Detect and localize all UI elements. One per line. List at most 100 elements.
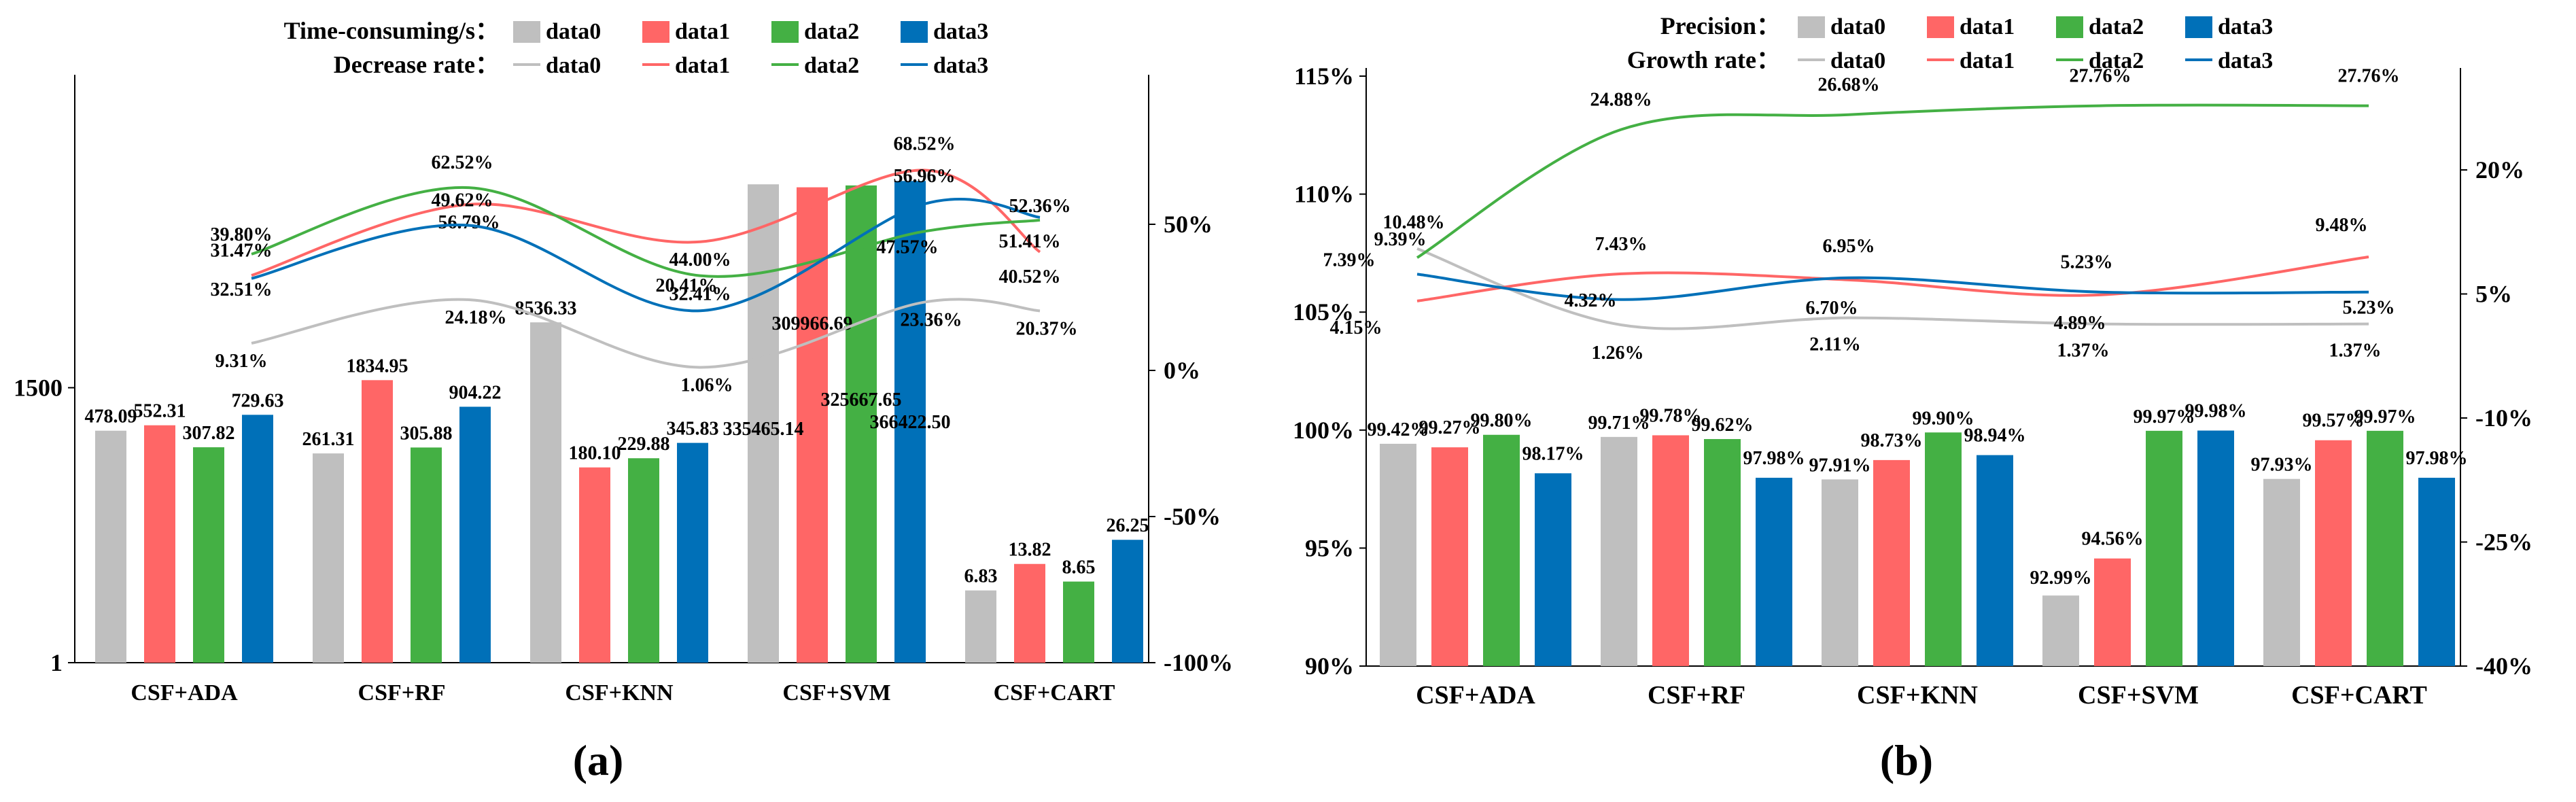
line-label-data0: 1.26%: [1592, 343, 1644, 364]
left-tick-label: 95%: [1305, 534, 1354, 561]
bar-data1-1: [362, 380, 393, 663]
panel-label: (b): [1880, 736, 1933, 784]
line-label-data3: 5.23%: [2343, 298, 2395, 319]
bar-label-data2: 99.97%: [2354, 406, 2416, 428]
bar-label-data3: 97.98%: [1743, 448, 1805, 469]
bar-data2-4: [2367, 430, 2403, 666]
bar-label-data2: 229.88: [618, 434, 670, 455]
line-data1: [1416, 256, 2369, 302]
legend-label-data3: data3: [2218, 14, 2273, 39]
bar-data3-0: [242, 415, 273, 663]
bar-data0-1: [1601, 436, 1637, 666]
line-label-data3: 31.47%: [211, 241, 273, 262]
bar-data3-1: [1756, 477, 1792, 666]
bar-data3-1: [459, 406, 491, 663]
line-label-data0: 10.48%: [1383, 212, 1445, 233]
bar-data1-4: [1014, 563, 1045, 663]
line-label-data0: 1.37%: [2057, 341, 2110, 362]
line-label-data3: 56.96%: [894, 166, 956, 187]
bar-data2-2: [628, 458, 659, 663]
bar-data3-2: [1977, 455, 2013, 666]
legend-label-data0: data0: [1830, 14, 1885, 39]
bar-label-data0: 97.91%: [1809, 455, 1871, 476]
bar-data0-1: [313, 453, 344, 663]
legend-line-label-data1: data1: [675, 53, 730, 78]
right-tick-label: 5%: [2475, 281, 2512, 308]
left-tick-label: 110%: [1294, 181, 1354, 208]
category-label: CSF+KNN: [565, 680, 674, 705]
bar-data0-3: [748, 184, 779, 663]
bar-data0-3: [2042, 595, 2079, 666]
right-tick-label: -10%: [2475, 404, 2533, 432]
legend-line-label-data2: data2: [2089, 48, 2144, 73]
legend-label-data3: data3: [933, 19, 988, 44]
line-data1: [251, 169, 1041, 277]
bar-data0-0: [95, 430, 126, 663]
line-label-data2: 39.80%: [211, 224, 273, 245]
bar-data1-2: [1873, 459, 1910, 666]
line-label-data0: 23.36%: [901, 310, 962, 331]
bar-data0-2: [530, 322, 561, 663]
line-label-data2: 47.57%: [877, 237, 939, 258]
category-label: CSF+ADA: [1416, 681, 1535, 710]
line-label-data2: 9.39%: [1374, 229, 1427, 250]
bar-data0-0: [1380, 443, 1416, 666]
category-label: CSF+RF: [358, 680, 446, 705]
bar-label-data1: 99.78%: [1640, 405, 1702, 426]
legend-label-data2: data2: [2089, 14, 2144, 39]
bar-data3-2: [677, 442, 708, 663]
bar-data1-1: [1652, 435, 1689, 666]
bar-label-data0: 335465.14: [723, 419, 804, 440]
bar-label-data2: 307.82: [183, 423, 235, 444]
left-tick-label: 1500: [14, 374, 63, 401]
line-data2: [1416, 103, 2369, 259]
bar-label-data2: 8.65: [1062, 557, 1096, 578]
bar-legend-title: Time-consuming/s：: [284, 17, 500, 44]
bar-data0-4: [2263, 478, 2300, 666]
line-label-data1: 40.52%: [999, 266, 1061, 287]
line-label-data1: 4.89%: [2054, 313, 2106, 334]
line-label-data1: 44.00%: [669, 249, 731, 271]
line-label-data1: 4.15%: [1330, 317, 1382, 338]
bar-data2-0: [1483, 434, 1520, 666]
bar-label-data1: 1834.95: [347, 355, 408, 377]
chart-a: 1 1500 -100% -50% 0% 50% CSF+ADA CSF+RF CSF+KNN C…: [14, 17, 1233, 784]
bar-data3-0: [1535, 473, 1571, 666]
line-label-data0: 24.18%: [445, 307, 507, 328]
legend-swatch-data3: [901, 21, 928, 43]
bar-label-data1: 99.27%: [1419, 417, 1481, 438]
legend-swatch-data0: [1798, 16, 1825, 38]
bar-data2-3: [2146, 430, 2182, 666]
bar-label-data1: 13.82: [1009, 540, 1051, 561]
legend-label-data0: data0: [546, 19, 601, 44]
line-label-data1: 6.70%: [1806, 298, 1858, 319]
panel-label: (a): [573, 736, 624, 784]
category-label: CSF+KNN: [1857, 681, 1978, 710]
right-tick-label: -40%: [2475, 652, 2533, 680]
legend-label-data1: data1: [675, 19, 730, 44]
bar-data2-1: [411, 447, 442, 663]
bar-label-data3: 904.22: [449, 382, 502, 403]
line-label-data3: 5.23%: [2061, 252, 2113, 273]
bar-data0-2: [1822, 479, 1858, 666]
legend-swatch-data1: [642, 21, 669, 43]
line-label-data2: 27.76%: [2338, 66, 2400, 87]
category-label: CSF+SVM: [782, 680, 890, 705]
bar-label-data0: 6.83: [964, 566, 998, 587]
bar-data1-3: [2094, 558, 2131, 666]
bar-data1-2: [579, 467, 610, 663]
legend-line-label-data1: data1: [1960, 48, 2015, 73]
line-label-data2: 27.76%: [2070, 66, 2131, 87]
bar-data3-3: [2197, 430, 2234, 666]
line-data2: [251, 186, 1041, 278]
legend-swatch-data0: [513, 21, 540, 43]
bar-data2-0: [193, 447, 224, 663]
bar-data1-4: [2315, 440, 2352, 666]
right-tick-label: 20%: [2475, 156, 2524, 184]
chart-b: 90% 95% 100% 105% 110% 115% -40% -25% -10% 5% 20% C…: [1293, 12, 2533, 784]
right-tick-label: -100%: [1164, 649, 1233, 676]
legend-swatch-data3: [2185, 16, 2212, 38]
bar-label-data0: 99.71%: [1588, 413, 1650, 434]
bar-label-data3: 98.17%: [1522, 443, 1584, 464]
